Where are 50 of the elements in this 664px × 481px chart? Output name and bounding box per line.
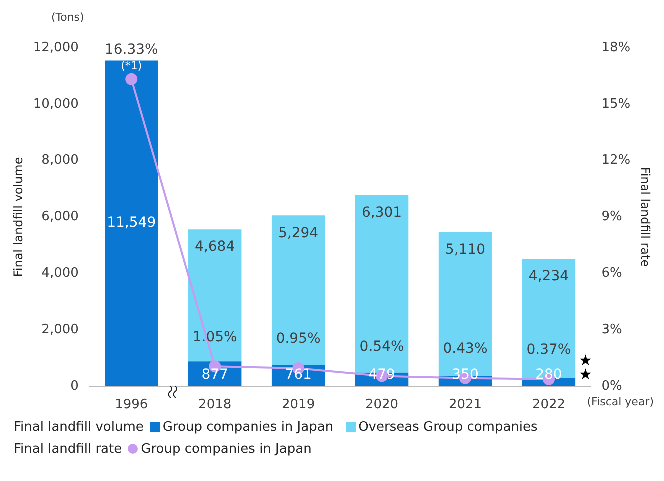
data-label: 11,549 bbox=[107, 215, 156, 232]
y2-axis-title: Final landfill rate bbox=[638, 167, 653, 268]
data-label: 0.54% bbox=[360, 338, 404, 355]
y-tick-label: 10,000 bbox=[33, 96, 79, 112]
data-label: 6,301 bbox=[362, 204, 402, 221]
bar bbox=[522, 259, 576, 379]
y2-tick-label: 6% bbox=[602, 266, 622, 281]
x-tick-label: 2019 bbox=[282, 398, 316, 413]
x-tick-label: 2022 bbox=[532, 398, 566, 413]
text: Final landfill volume bbox=[11, 157, 26, 278]
x-tick-label: 2018 bbox=[198, 398, 232, 413]
point bbox=[126, 73, 138, 86]
data-label: 1.05% bbox=[192, 329, 238, 346]
y-tick-label: 8,000 bbox=[42, 153, 79, 168]
x-tick-label: 2021 bbox=[448, 398, 482, 413]
legend-label: Group companies in Japan bbox=[141, 442, 312, 456]
data-label: 4,234 bbox=[528, 268, 570, 285]
data-label: 16.33% bbox=[104, 42, 158, 58]
y2-tick-label: 9% bbox=[602, 210, 622, 225]
bar bbox=[188, 230, 242, 362]
y-axis-title: Final landfill volume bbox=[14, 420, 144, 434]
y2-tick-label: 12% bbox=[602, 153, 631, 168]
y-tick-label: 12,000 bbox=[33, 40, 79, 56]
legend-label: Group companies in Japan bbox=[162, 420, 334, 434]
y2-tick-label: 15% bbox=[602, 96, 631, 112]
x-tick-label: 1996 bbox=[115, 398, 148, 413]
bar bbox=[272, 216, 326, 365]
text: Final landfill rate bbox=[14, 442, 122, 456]
data-label: 0.95% bbox=[276, 331, 321, 348]
text: (Fiscal year) bbox=[587, 395, 654, 408]
y-tick-label: 2,000 bbox=[42, 322, 79, 338]
y-tick-label: 4,000 bbox=[42, 266, 79, 281]
y2-tick-label: 3% bbox=[602, 322, 622, 338]
data-label: 4,684 bbox=[195, 239, 236, 256]
data-label: 0.43% bbox=[443, 340, 488, 357]
x-tick-label: 2020 bbox=[365, 398, 399, 413]
data-label: 350 bbox=[452, 367, 479, 384]
y-tick-label: 0 bbox=[70, 378, 79, 394]
y2-tick-label: 18% bbox=[602, 40, 631, 56]
data-label: 5,110 bbox=[445, 242, 486, 258]
legend-label: Overseas Group companies bbox=[358, 420, 538, 434]
y-tick-label: 6,000 bbox=[42, 210, 79, 225]
data-label: 877 bbox=[202, 367, 228, 384]
bar bbox=[105, 60, 158, 386]
data-label: 5,294 bbox=[278, 225, 319, 242]
data-label: 0.37% bbox=[526, 342, 572, 358]
data-label: 761 bbox=[285, 367, 312, 384]
y2-tick-label: 0% bbox=[602, 378, 622, 394]
text: (Tons) bbox=[51, 10, 84, 24]
annotation: (*1) bbox=[121, 59, 142, 72]
